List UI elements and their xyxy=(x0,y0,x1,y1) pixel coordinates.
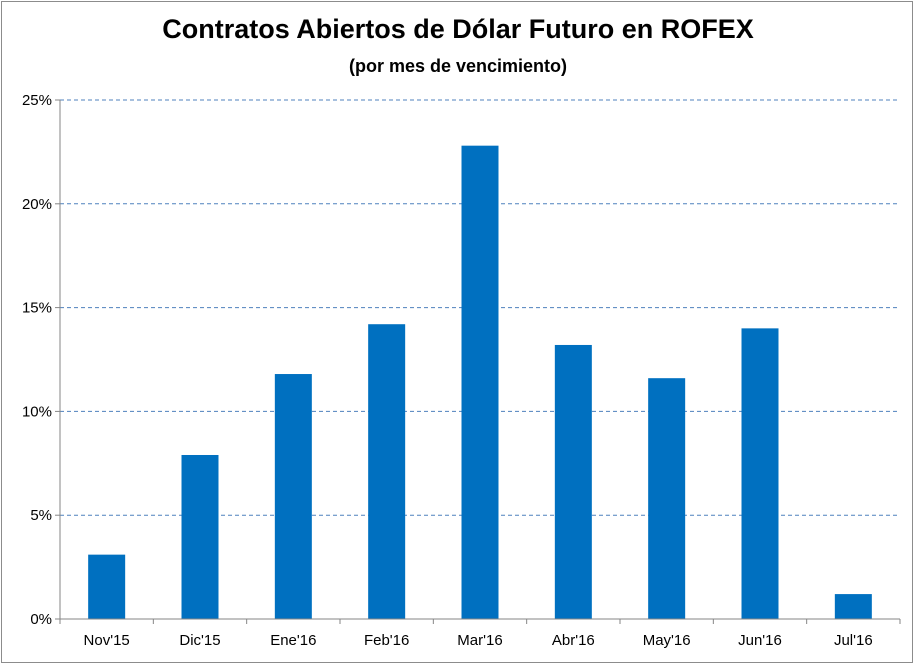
bar xyxy=(181,454,219,619)
bar xyxy=(834,594,872,619)
x-tick-label: Ene'16 xyxy=(270,632,316,649)
x-tick-label: Dic'15 xyxy=(179,632,220,649)
x-tick-label: Feb'16 xyxy=(364,632,409,649)
y-tick-label: 20% xyxy=(22,196,52,213)
x-tick-label: Mar'16 xyxy=(457,632,502,649)
y-tick-label: 15% xyxy=(22,300,52,317)
x-tick-label: Abr'16 xyxy=(552,632,595,649)
y-tick-label: 10% xyxy=(22,403,52,420)
bar xyxy=(368,324,406,619)
bars xyxy=(88,145,872,619)
bar xyxy=(88,554,126,619)
x-tick-label: Jul'16 xyxy=(834,632,873,649)
x-axis-ticks: Nov'15 Dic'15 Ene'16 Feb'16 Mar'16 Abr'16 May'… xyxy=(84,619,901,649)
bar xyxy=(554,344,592,619)
x-tick-label: Jun'16 xyxy=(738,632,782,649)
x-tick-label: Nov'15 xyxy=(84,632,130,649)
y-tick-label: 25% xyxy=(22,92,52,109)
chart-subtitle: (por mes de vencimiento) xyxy=(348,56,568,76)
axes xyxy=(59,100,900,624)
bar xyxy=(741,328,779,619)
bar xyxy=(274,374,312,619)
y-axis-ticks: 0% 5% 10% 15% 20% 25% xyxy=(22,92,60,628)
y-tick-label: 5% xyxy=(30,507,52,524)
bar xyxy=(648,378,686,619)
x-tick-label: May'16 xyxy=(643,632,691,649)
bar xyxy=(461,145,499,619)
chart-title: Contratos Abiertos de Dólar Futuro en RO… xyxy=(162,14,754,44)
y-tick-label: 0% xyxy=(30,611,52,628)
